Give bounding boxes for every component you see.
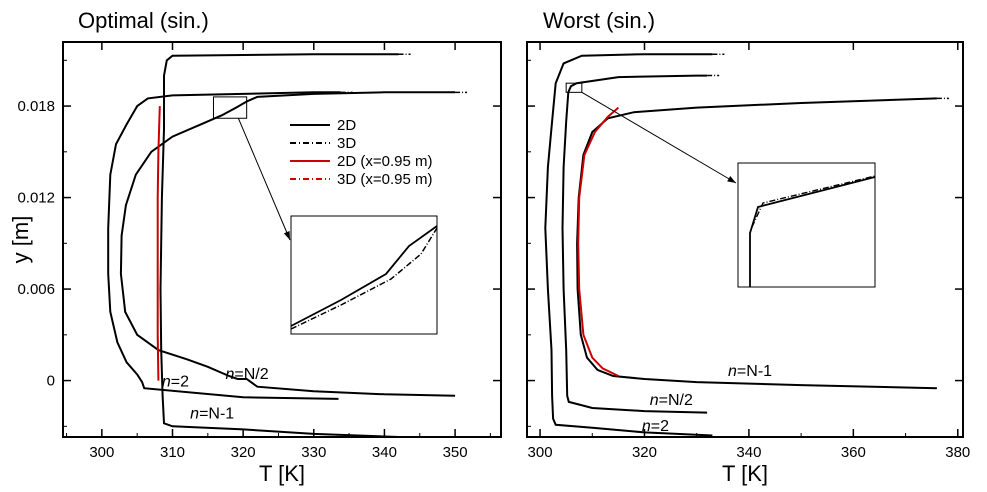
x-tick-label: 340 [372,444,397,461]
x-axis-label: T [K] [722,461,768,486]
x-tick-label: 310 [160,444,185,461]
plot-frame [62,41,502,438]
series-line-n-2 [544,53,713,437]
chart-title: Optimal (sin.) [78,8,209,33]
series-line-n-N-1 [159,53,399,437]
annotation-label: n=N/2 [225,366,268,383]
series-line-n-2 [107,91,341,400]
x-tick-label: 320 [632,444,657,461]
zoom-box [212,96,248,119]
series-line-2D-x-0-95-m- [156,106,161,381]
inset-3d-line [290,227,438,330]
legend-label: 3D [337,135,356,152]
legend-label: 3D (x=0.95 m) [337,171,432,188]
inset-3d-line [751,175,876,228]
panel-worst: Worst (sin.) 300 320 340 360 380 T [K] n=N-1 n=N… [526,8,970,486]
zoom-arrow [237,118,291,241]
x-tick-label: 360 [841,444,866,461]
annotation-label: n=N-1 [190,406,234,423]
zoom-box [565,82,583,93]
y-axis-label: y [m] [8,216,33,264]
zoom-arrow [581,91,737,184]
plot-frame [526,41,964,438]
x-tick-label: 340 [736,444,761,461]
zoom-arrowhead [283,231,290,240]
inset-2d-line [290,225,438,327]
series-line-2D-x-0-95-m- [577,106,620,377]
chart-title: Worst (sin.) [543,8,655,33]
series-line-n-N-1 [576,97,937,390]
x-tick-label: 300 [89,444,114,461]
annotation-label: n=N-1 [728,363,772,380]
annotation-label: n=N/2 [650,392,693,409]
series-line-n-N-2 [561,74,708,414]
y-tick-label: 0.018 [17,98,55,115]
zoom-arrowhead [727,176,736,183]
series-line-n-N-2 [119,91,456,397]
x-tick-label: 330 [301,444,326,461]
y-tick-label: 0.012 [17,190,55,207]
x-tick-label: 320 [231,444,256,461]
annotation-label: n=2 [642,418,669,435]
inset-2d-line [749,176,876,287]
zoom-inset [290,215,438,335]
x-tick-label: 300 [528,444,553,461]
x-tick-label: 380 [945,444,970,461]
x-axis-label: T [K] [259,461,305,486]
panel-optimal: Optimal (sin.) 300 310 320 330 340 350 0 0.006 0.… [8,8,502,486]
annotation-label: n=2 [162,374,189,391]
y-tick-label: 0.006 [17,281,55,298]
y-tick-label: 0 [47,373,55,390]
legend-label: 2D (x=0.95 m) [337,153,432,170]
x-tick-label: 350 [443,444,468,461]
legend-label: 2D [337,117,356,134]
